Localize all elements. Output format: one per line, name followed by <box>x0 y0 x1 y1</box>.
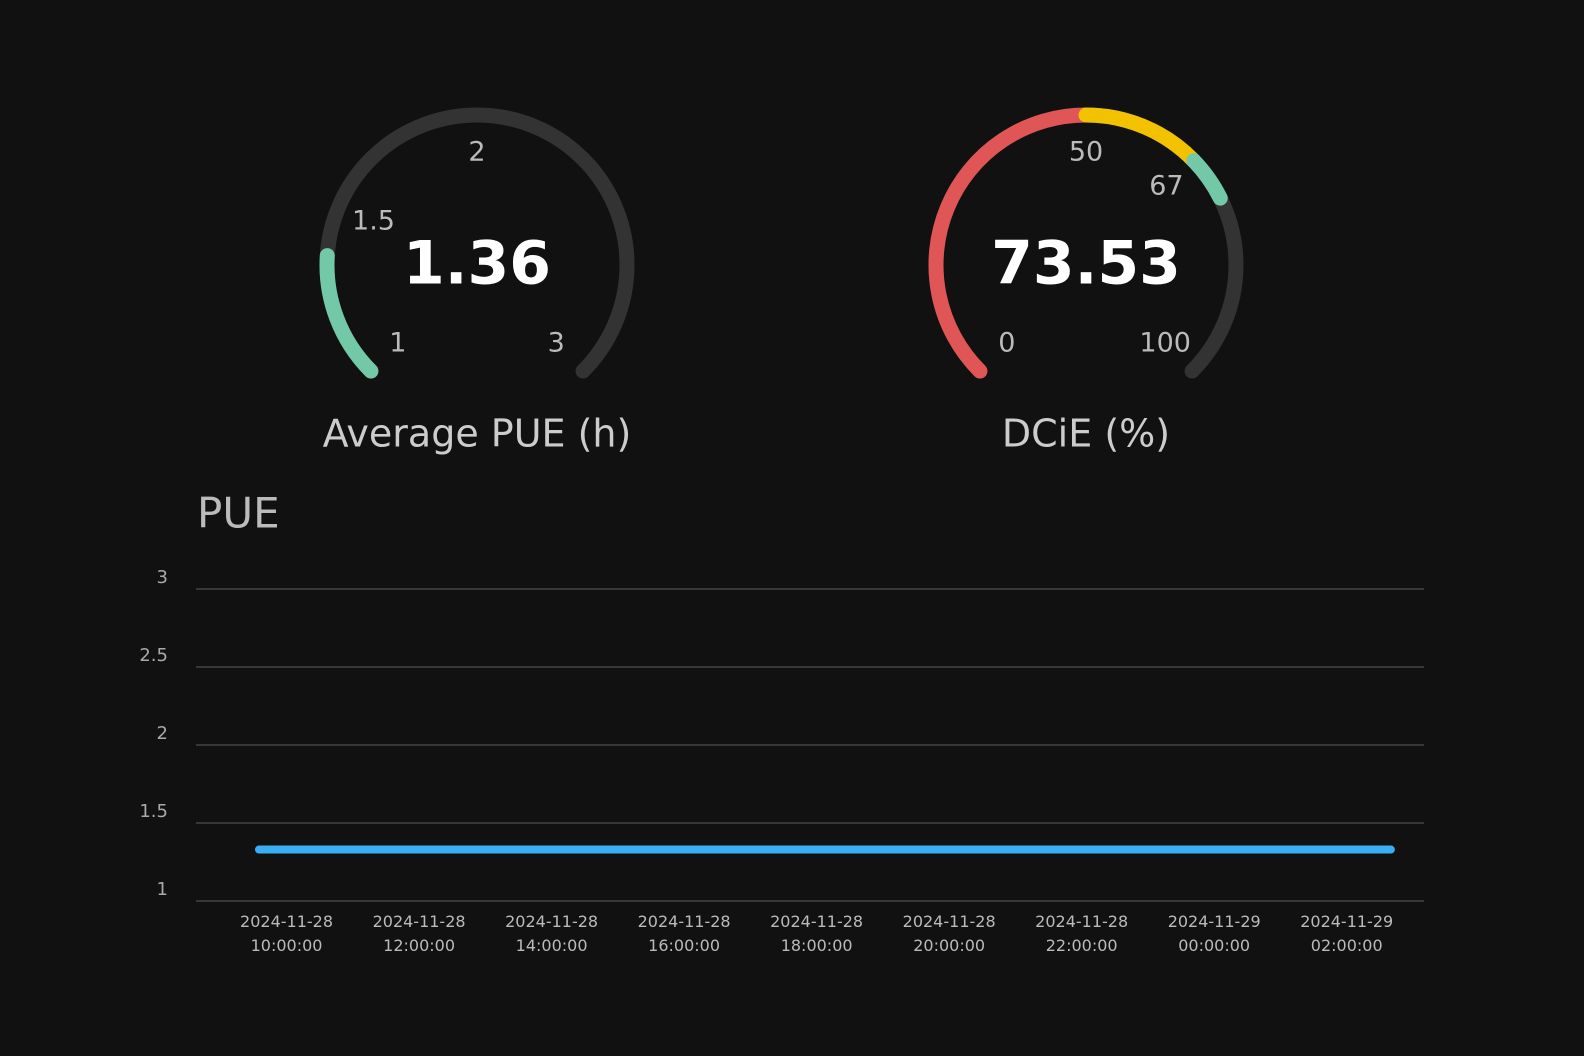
x-tick-label: 2024-11-29 02:00:00 <box>1300 912 1393 955</box>
x-tick-label: 2024-11-28 14:00:00 <box>505 912 598 955</box>
x-tick-label: 2024-11-28 12:00:00 <box>373 912 466 955</box>
x-tick-label: 2024-11-28 10:00:00 <box>240 912 333 955</box>
x-tick-label: 2024-11-28 20:00:00 <box>903 912 996 955</box>
gauge-tick-label: 100 <box>1139 328 1191 359</box>
gauge-tick-label: 1 <box>389 328 406 359</box>
gauge-value-arc <box>1078 107 1202 169</box>
gauge-value-arc <box>319 248 379 379</box>
gauge-tick-label: 67 <box>1149 171 1183 202</box>
y-tick-label: 1.5 <box>139 801 168 822</box>
gauge-value: 73.53 <box>991 229 1181 299</box>
gauge-tick-label: 2 <box>468 137 485 168</box>
gauge-value: 1.36 <box>403 229 551 299</box>
gauge-tick-label: 3 <box>548 328 565 359</box>
x-tick-label: 2024-11-28 22:00:00 <box>1035 912 1128 955</box>
y-tick-label: 2 <box>157 723 168 744</box>
gauge-value-arc <box>1186 153 1228 206</box>
gauge-title: DCiE (%) <box>1002 412 1170 456</box>
gauge-title: Average PUE (h) <box>323 412 632 456</box>
gauge-tick-label: 50 <box>1069 137 1103 168</box>
gauge-tick-label: 1.5 <box>352 206 395 237</box>
x-tick-label: 2024-11-28 18:00:00 <box>770 912 863 955</box>
y-tick-label: 3 <box>157 567 168 588</box>
gauge-tick-label: 0 <box>998 328 1015 359</box>
x-tick-label: 2024-11-28 16:00:00 <box>638 912 731 955</box>
y-tick-label: 1 <box>157 879 168 900</box>
chart-title: PUE <box>197 489 280 538</box>
gauge-value-arc <box>928 107 1094 379</box>
y-tick-label: 2.5 <box>139 645 168 666</box>
x-tick-label: 2024-11-29 00:00:00 <box>1168 912 1261 955</box>
